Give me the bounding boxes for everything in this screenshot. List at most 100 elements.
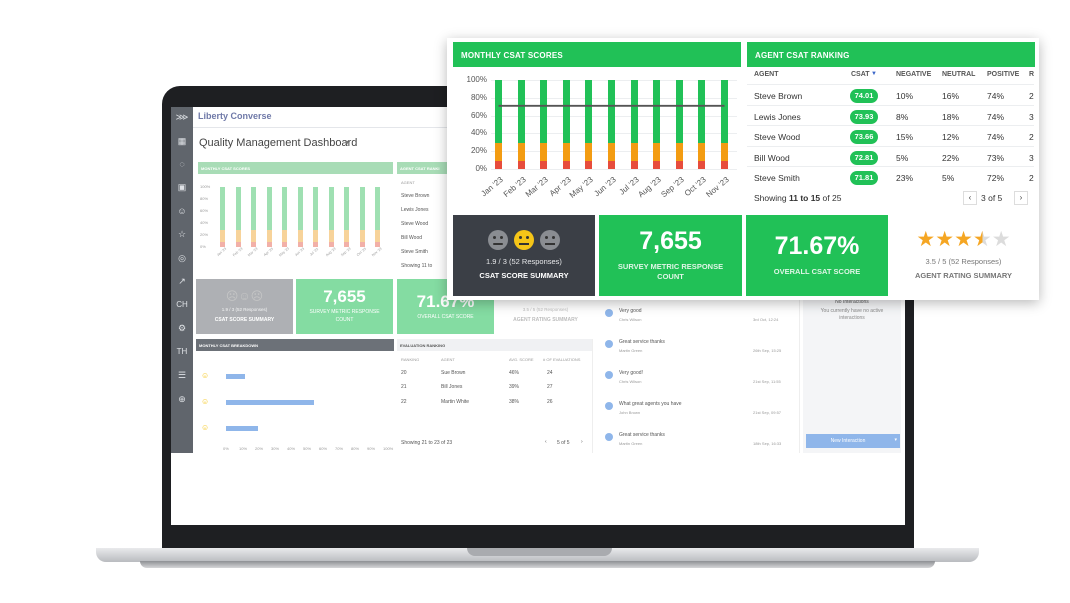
bar-positive-6[interactable] (630, 80, 638, 144)
bar-neutral-6[interactable] (630, 143, 638, 161)
bar-positive-2[interactable] (540, 80, 548, 144)
mini-bar-negative-0 (220, 241, 225, 247)
bar-neutral-7[interactable] (653, 143, 661, 161)
trend-icon[interactable]: ↗ (178, 276, 186, 286)
dashboard-title[interactable]: Quality Management Dashboard (199, 137, 358, 149)
globe-icon[interactable]: ⊕ (178, 394, 186, 404)
mini-sad-face-icon: ☺ (201, 423, 210, 432)
bar-neutral-4[interactable] (585, 143, 593, 161)
monthly-csat-title: MONTHLY CSAT SCORES (453, 42, 741, 67)
bar-negative-7[interactable] (653, 160, 661, 169)
eval-agent-1: Bill Jones (441, 384, 463, 390)
new-interaction-caret-icon[interactable]: ▾ (894, 437, 897, 443)
bar-positive-0[interactable] (495, 80, 502, 144)
th-label[interactable]: TH (176, 347, 188, 356)
bar-negative-3[interactable] (562, 160, 570, 169)
survey-count-label1: SURVEY METRIC RESPONSE (617, 262, 724, 271)
bar-neutral-10[interactable] (721, 143, 728, 161)
next-page-button[interactable]: › (1014, 191, 1028, 205)
ranking-row[interactable]: Steve Smith 71.81 23% 5% 72% 2 (747, 166, 1034, 187)
csat-badge: 73.93 (850, 109, 878, 124)
monthly-csat-chart: 100% 80% 60% 40% 20% 0% Jan '23 Feb '23 Mar '23 A… (453, 70, 741, 215)
col-neutral[interactable]: NEUTRAL (942, 71, 976, 78)
bar-positive-10[interactable] (721, 80, 728, 144)
sort-desc-icon[interactable]: ▼ (871, 71, 877, 77)
ranking-row[interactable]: Lewis Jones 73.93 8% 18% 74% 3 (747, 104, 1034, 126)
chevron-down-icon[interactable]: ▾ (345, 138, 350, 147)
bar-positive-3[interactable] (562, 80, 570, 144)
bar-positive-9[interactable] (698, 80, 706, 144)
y-tick-3: 40% (470, 128, 487, 138)
new-interaction-button[interactable]: New Interaction ▾ (806, 434, 900, 448)
bar-negative-8[interactable] (675, 160, 683, 169)
briefcase-icon[interactable]: ▣ (177, 182, 187, 192)
mini-y-tick-4: 20% (200, 232, 209, 237)
feed-date: 21st Sep, 11:55 (753, 379, 781, 384)
mini-survey-label2: COUNT (335, 317, 354, 323)
bar-negative-6[interactable] (630, 160, 638, 169)
col-r[interactable]: R (1029, 71, 1035, 78)
bar-neutral-5[interactable] (608, 143, 615, 161)
survey-count-label2: COUNT (657, 272, 684, 281)
mini-agent-2: Steve Wood (401, 221, 429, 227)
new-interaction-label: New Interaction (830, 438, 866, 444)
feed-name: Chris Wilson (619, 317, 642, 322)
feed-name: John Brown (619, 410, 641, 415)
bar-negative-9[interactable] (698, 160, 706, 169)
bar-neutral-1[interactable] (517, 143, 525, 161)
bar-positive-5[interactable] (608, 80, 615, 144)
feed-chat-icon (605, 371, 613, 379)
ranking-row[interactable]: Bill Wood 72.81 5% 22% 73% 3 (747, 145, 1034, 167)
logo-icon[interactable]: ⋙ (175, 112, 189, 122)
bar-neutral-3[interactable] (562, 143, 570, 161)
mini-neutral-face-icon: ☺ (201, 397, 210, 406)
col-negative[interactable]: NEGATIVE (896, 71, 932, 78)
csat-faces (453, 230, 595, 255)
col-agent[interactable]: AGENT (754, 71, 779, 78)
mini-breakdown-bar-2 (226, 426, 258, 431)
gear-icon[interactable]: ⚙ (177, 323, 187, 333)
ch-label[interactable]: CH (176, 300, 188, 309)
mini-bar-neutral-0 (220, 229, 225, 242)
bar-neutral-0[interactable] (495, 143, 502, 161)
bar-neutral-2[interactable] (540, 143, 548, 161)
row-negative: 5% (896, 152, 909, 163)
bar-negative-2[interactable] (540, 160, 548, 169)
row-r: 2 (1029, 132, 1034, 142)
mini-bar-negative-2 (251, 241, 256, 247)
col-positive[interactable]: POSITIVE (987, 71, 1020, 78)
mini-breakdown-tick-3: 30% (271, 446, 280, 451)
row-negative: 8% (896, 111, 909, 122)
star-icon[interactable]: ☆ (177, 229, 187, 239)
no-interactions-title: No Interactions (835, 299, 869, 305)
prev-page-button[interactable]: ‹ (963, 191, 977, 205)
bar-positive-4[interactable] (585, 80, 593, 144)
eval-next[interactable]: › (581, 439, 583, 445)
grid-icon[interactable]: ▦ (177, 136, 187, 146)
page-indicator: 3 of 5 (981, 193, 1003, 203)
mini-x-tick-5: Jun '23 (293, 246, 305, 258)
col-csat[interactable]: CSAT (851, 71, 870, 78)
ranking-row[interactable]: Steve Wood 73.66 15% 12% 74% 2 (747, 125, 1034, 146)
bar-negative-4[interactable] (585, 160, 593, 169)
bar-negative-0[interactable] (495, 160, 502, 169)
bar-positive-8[interactable] (675, 80, 683, 144)
users-icon[interactable]: ☺ (177, 206, 187, 216)
eval-prev[interactable]: ‹ (545, 439, 547, 445)
row-agent: Lewis Jones (754, 111, 801, 122)
feed-text: Great service thanks (619, 432, 665, 438)
bar-negative-1[interactable] (517, 160, 525, 169)
y-tick-1: 80% (470, 92, 487, 102)
chat-icon[interactable]: ◌ (179, 159, 185, 169)
bar-neutral-9[interactable] (698, 143, 706, 161)
eval-rank-2: 22 (401, 399, 407, 405)
bar-negative-5[interactable] (608, 160, 615, 169)
settings-icon[interactable]: ◎ (178, 253, 186, 263)
bar-negative-10[interactable] (721, 160, 728, 169)
bar-positive-7[interactable] (653, 80, 661, 144)
eval-col-agent: AGENT (441, 357, 455, 362)
bar-positive-1[interactable] (517, 80, 525, 144)
list-icon[interactable]: ☰ (177, 370, 187, 380)
bar-neutral-8[interactable] (675, 143, 683, 161)
ranking-row[interactable]: Steve Brown 74.01 10% 16% 74% 2 (747, 84, 1034, 105)
